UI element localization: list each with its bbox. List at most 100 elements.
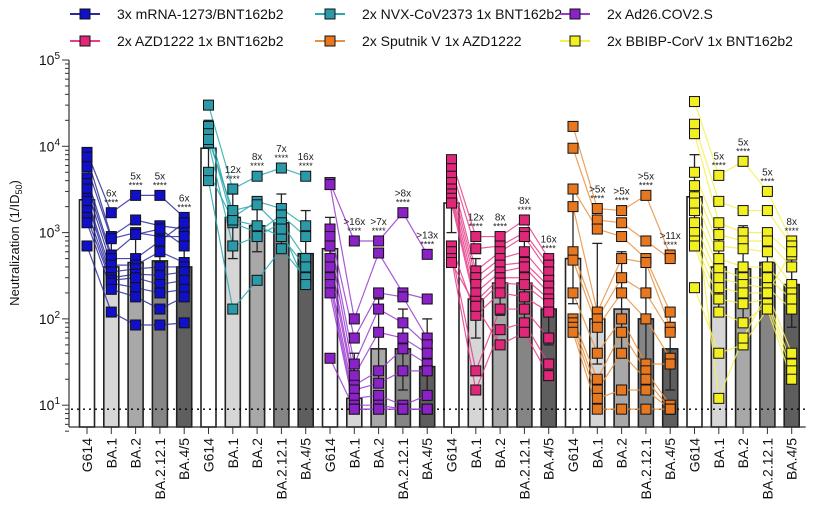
data-point	[616, 205, 628, 217]
bar	[443, 202, 460, 428]
legend-item: 2x NVX-CoV2373 1x BNT162b2	[315, 6, 562, 22]
legend-label: 2x Sputnik V 1x AZD1222	[362, 33, 522, 49]
legend: 3x mRNA-1273/BNT162b2 2x NVX-CoV2373 1x B…	[70, 6, 793, 49]
significance-label: ****	[785, 226, 800, 236]
data-point	[616, 384, 628, 396]
data-point	[737, 261, 749, 273]
data-point	[397, 291, 409, 303]
data-point	[275, 223, 287, 235]
data-point	[713, 217, 725, 229]
data-point	[713, 195, 725, 207]
data-point	[373, 235, 385, 247]
data-point	[446, 257, 457, 269]
data-point	[373, 287, 385, 299]
x-tick-label: BA.2.12.1	[152, 438, 168, 500]
data-point	[518, 291, 530, 303]
legend-label: 2x Ad26.COV2.S	[607, 6, 713, 22]
data-point	[616, 217, 628, 229]
data-point	[130, 282, 142, 294]
data-point	[154, 319, 166, 331]
x-tick-label: BA.4/5	[541, 438, 557, 480]
data-point	[761, 287, 773, 299]
data-point	[737, 298, 749, 310]
data-point	[761, 303, 773, 315]
data-point	[397, 317, 409, 329]
fold-change-label: 7x	[276, 144, 287, 155]
data-point	[348, 370, 360, 382]
data-point	[713, 169, 725, 181]
data-point	[275, 162, 287, 174]
data-point	[300, 220, 312, 232]
data-point	[203, 175, 214, 187]
data-point	[178, 274, 190, 286]
data-point	[786, 373, 798, 385]
legend-marker	[569, 35, 581, 47]
fold-change-label: >11x	[660, 231, 681, 242]
fold-change-label: 16x	[298, 152, 314, 163]
data-point	[616, 253, 628, 265]
data-point	[300, 261, 312, 273]
x-tick-label: BA.2.12.1	[395, 438, 411, 500]
x-tick-label: BA.1	[103, 438, 119, 469]
data-point	[494, 303, 506, 315]
data-point	[591, 392, 603, 404]
data-point	[470, 365, 482, 377]
legend-marker	[324, 35, 336, 47]
data-point	[737, 317, 749, 329]
data-point	[761, 261, 773, 273]
x-tick-label: BA.2	[492, 438, 508, 469]
fold-change-label: 5x	[130, 171, 141, 182]
data-point	[518, 261, 530, 273]
data-point	[713, 229, 725, 241]
legend-marker	[569, 8, 581, 20]
fold-change-label: 5x	[155, 171, 166, 182]
data-point	[421, 389, 433, 401]
data-point	[591, 214, 603, 226]
data-point	[664, 326, 676, 338]
data-point	[397, 343, 409, 355]
data-point	[591, 203, 603, 215]
data-point	[713, 282, 725, 294]
data-point	[421, 403, 433, 415]
x-tick-label: BA.1	[346, 438, 362, 469]
data-point	[518, 279, 530, 291]
data-point	[518, 326, 530, 338]
fold-change-label: 12x	[468, 213, 484, 224]
x-tick-label: BA.2	[735, 438, 751, 469]
data-point	[251, 231, 263, 243]
data-point	[689, 180, 700, 192]
fold-change-label: >5x	[613, 187, 629, 198]
y-axis-title: Neutralization (1/ID50)	[7, 180, 24, 306]
data-point	[640, 257, 652, 269]
data-point	[300, 279, 312, 291]
data-point	[130, 229, 142, 241]
fold-change-label: >5x	[638, 171, 654, 182]
x-tick-label: BA.4/5	[298, 438, 314, 480]
data-point	[373, 247, 385, 259]
x-tick-label: G614	[565, 438, 581, 472]
significance-label: ****	[274, 153, 289, 163]
legend-item: 2x Ad26.COV2.S	[560, 6, 713, 22]
data-point	[421, 365, 433, 377]
fold-change-label: 5x	[762, 167, 773, 178]
data-point	[761, 272, 773, 284]
data-point	[543, 370, 555, 382]
data-point	[227, 205, 239, 217]
bar	[78, 198, 96, 428]
data-point	[227, 183, 239, 195]
data-point	[373, 389, 385, 401]
data-points	[81, 96, 798, 415]
data-point	[640, 403, 652, 415]
significance-label: ****	[469, 222, 484, 232]
significance-label: ****	[372, 226, 387, 236]
data-point	[664, 403, 676, 415]
significance-label: ****	[590, 194, 605, 204]
data-point	[761, 235, 773, 247]
data-point	[518, 303, 530, 315]
legend-label: 2x BBIBP-CorV 1x BNT162b2	[607, 33, 793, 49]
significance-label: ****	[250, 161, 265, 171]
data-point	[616, 403, 628, 415]
data-point	[786, 293, 798, 305]
data-point	[494, 287, 506, 299]
data-point	[786, 303, 798, 315]
